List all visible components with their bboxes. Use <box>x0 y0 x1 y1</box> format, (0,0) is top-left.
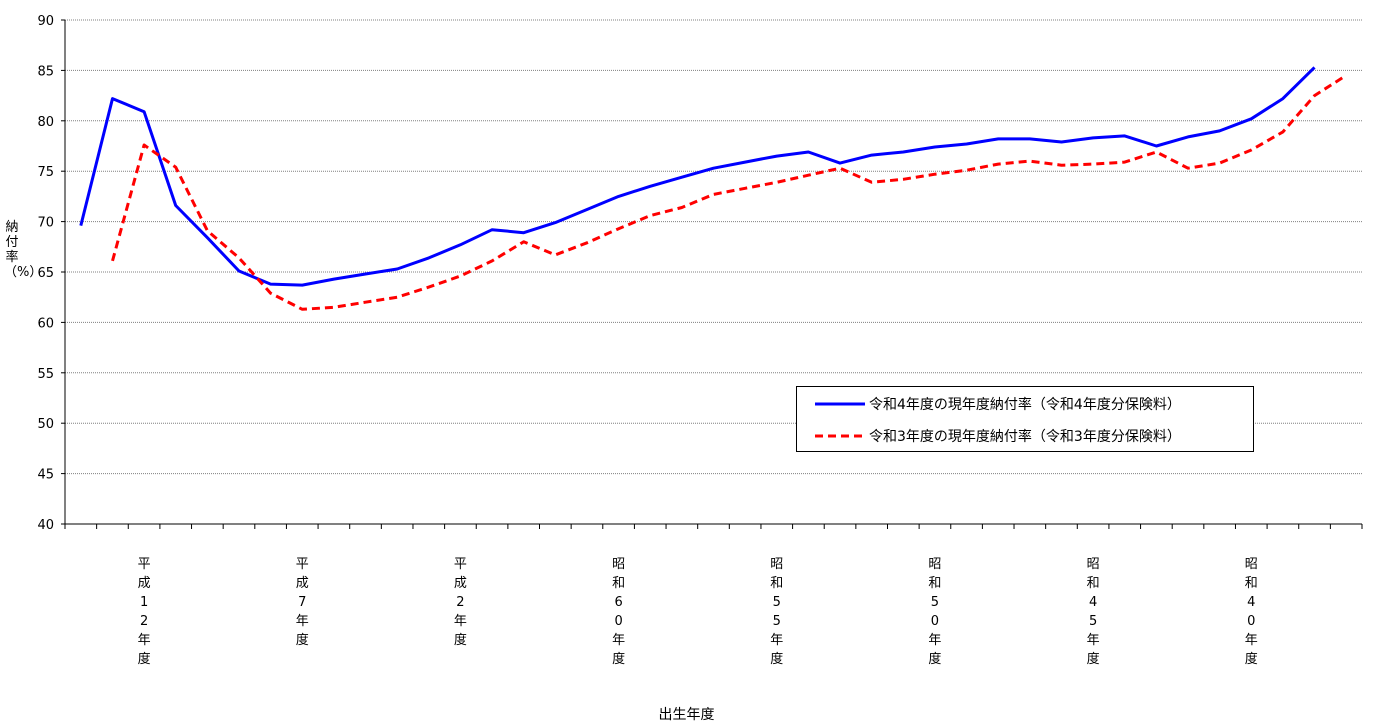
gridlines <box>65 19 1362 475</box>
series-line-2 <box>111 74 1348 311</box>
legend-swatch-series-1 <box>815 402 865 406</box>
legend-label-series-2: 令和3年度の現年度納付率（令和3年度分保険料） <box>869 429 1181 445</box>
y-tick-label: 75 <box>37 165 54 180</box>
x-category-label: 平成 7 年度 <box>296 557 309 648</box>
legend-label-series-1: 令和4年度の現年度納付率（令和4年度分保険料） <box>869 397 1181 413</box>
legend-item-series-1: 令和4年度の現年度納付率（令和4年度分保険料） <box>815 394 1181 414</box>
y-tick-label: 80 <box>37 115 54 130</box>
x-category-label: 昭和 4 0 年度 <box>1245 557 1258 667</box>
y-tick-label: 45 <box>37 468 54 483</box>
series-lines <box>79 66 1348 311</box>
series-line-1 <box>79 66 1316 287</box>
y-tick-label: 60 <box>37 316 54 331</box>
legend: 令和4年度の現年度納付率（令和4年度分保険料） 令和3年度の現年度納付率（令和3… <box>796 386 1254 452</box>
x-category-label: 昭和 5 5 年度 <box>770 557 783 667</box>
y-tick-label: 65 <box>37 266 54 281</box>
y-axis-title: 納付率（%） <box>4 220 43 280</box>
y-tick-label: 55 <box>37 367 54 382</box>
axes <box>64 20 1362 525</box>
y-tick-label: 40 <box>37 518 54 533</box>
legend-item-series-2: 令和3年度の現年度納付率（令和3年度分保険料） <box>815 426 1181 446</box>
x-category-label: 昭和 6 0 年度 <box>612 557 625 667</box>
y-axis-ticks: 40 45 50 55 60 65 70 75 80 85 90 <box>37 14 65 533</box>
x-category-labels: 平成 1 2 年度 平成 7 年度 平成 2 年度 昭和 6 0 年度 昭和 5 5 年度 昭和 5 0 年度 昭和 4 5 年度… <box>138 557 1258 667</box>
legend-swatch-series-2 <box>815 434 865 438</box>
x-category-label: 平成 1 2 年度 <box>138 557 151 667</box>
y-tick-label: 50 <box>37 417 54 432</box>
x-category-label: 平成 2 年度 <box>454 557 467 648</box>
x-category-label: 昭和 4 5 年度 <box>1087 557 1100 667</box>
y-tick-label: 70 <box>37 216 54 231</box>
x-category-label: 昭和 5 0 年度 <box>928 557 941 667</box>
y-tick-label: 85 <box>37 64 54 79</box>
x-axis-ticks <box>64 524 1363 529</box>
y-tick-label: 90 <box>37 14 54 29</box>
x-axis-title: 出生年度 <box>658 707 715 723</box>
